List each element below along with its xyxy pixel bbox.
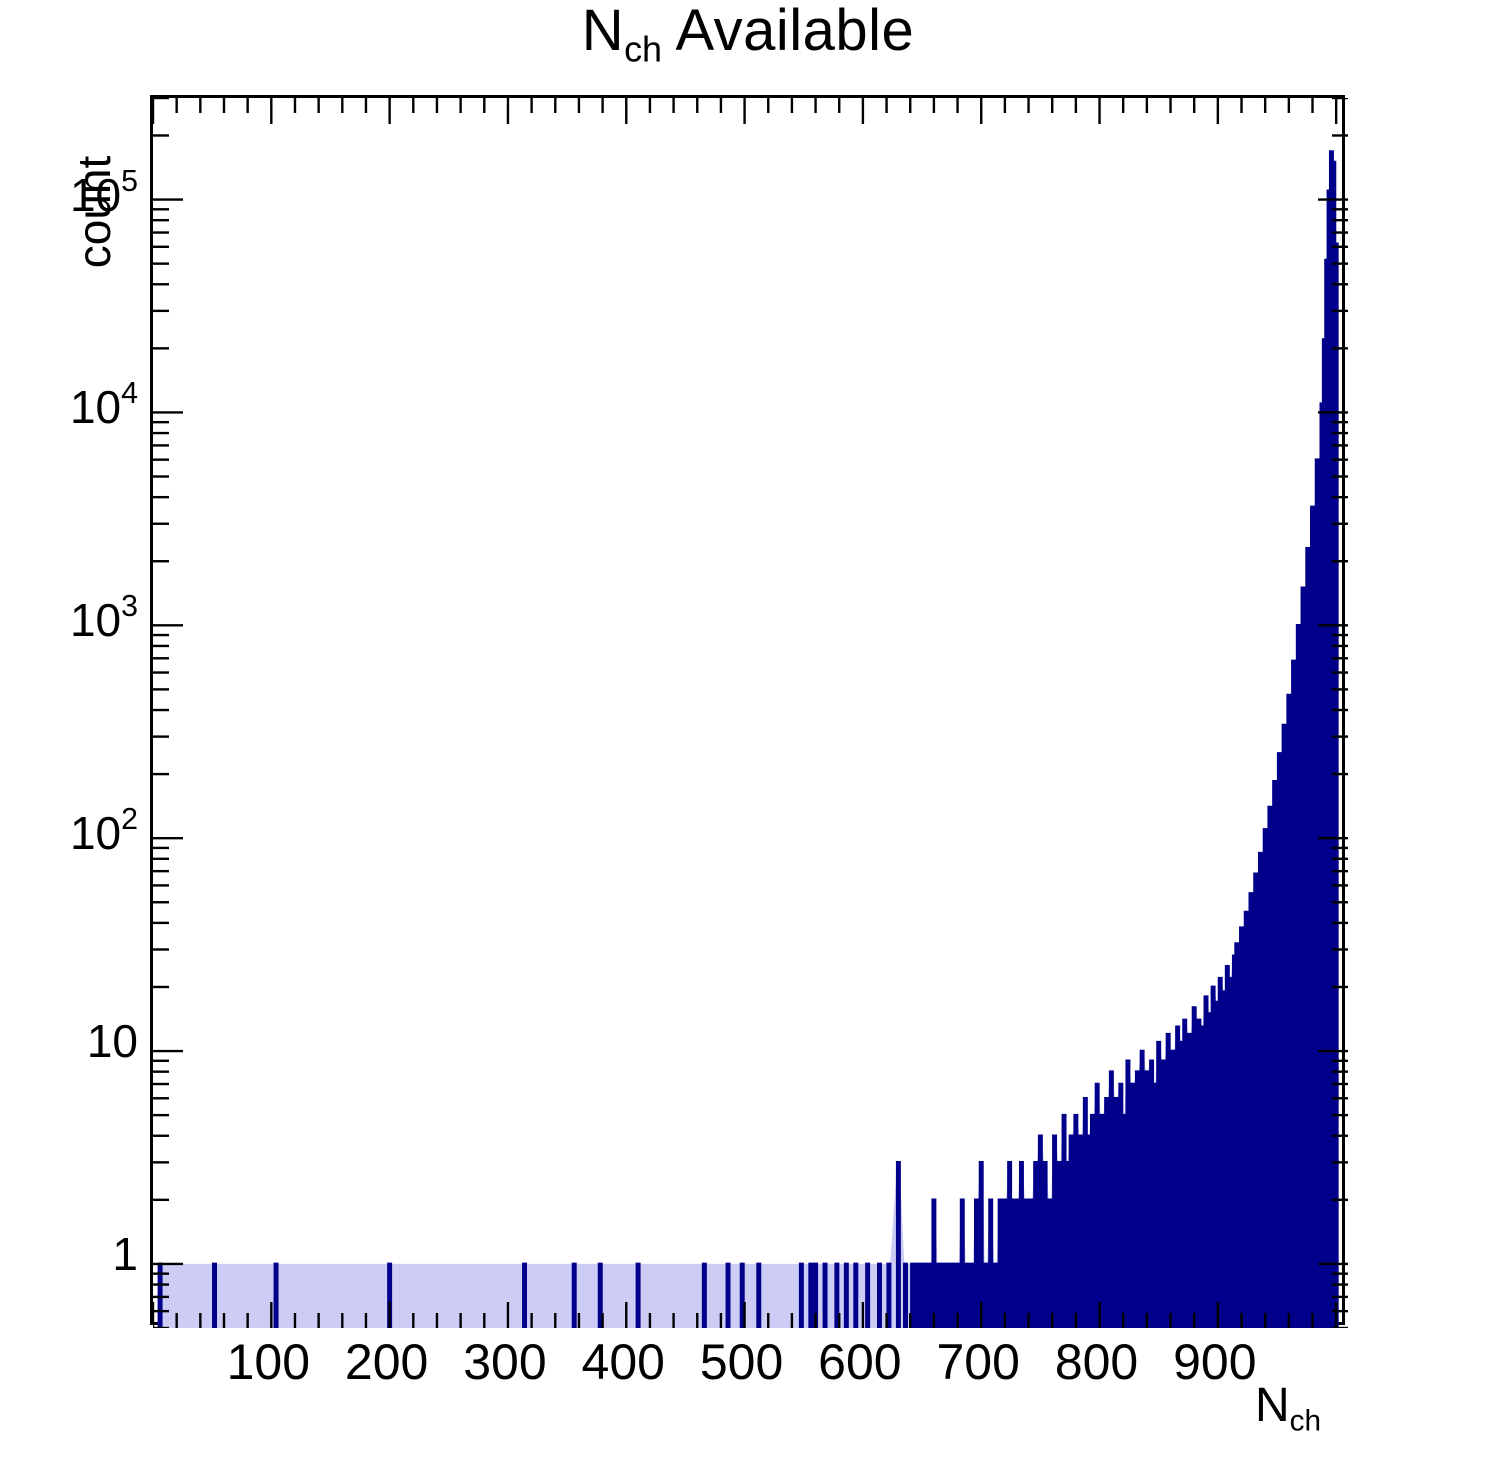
x-axis-ticks bbox=[153, 98, 1338, 1328]
y-axis-ticks bbox=[153, 98, 1348, 1328]
chart-title-subscript: ch bbox=[624, 28, 663, 70]
y-tick-exponent: 3 bbox=[121, 590, 138, 624]
y-tick-label: 105 bbox=[0, 164, 138, 221]
x-axis-title: Nch bbox=[1255, 1378, 1321, 1439]
x-axis-title-subscript: ch bbox=[1289, 1404, 1322, 1438]
plot-frame bbox=[150, 95, 1348, 1328]
chart-title-rest: Available bbox=[662, 0, 915, 63]
x-tick-label: 100 bbox=[226, 1334, 311, 1390]
x-axis-title-main: N bbox=[1255, 1379, 1290, 1432]
x-tick-label: 200 bbox=[344, 1334, 429, 1390]
y-tick-mantissa: 1 bbox=[112, 1227, 138, 1280]
histogram-plot bbox=[153, 98, 1348, 1328]
x-tick-label: 700 bbox=[936, 1334, 1020, 1390]
x-tick-label: 900 bbox=[1173, 1334, 1257, 1390]
chart-title: Nch Available bbox=[0, 2, 1496, 67]
y-tick-mantissa: 10 bbox=[69, 594, 122, 647]
y-tick-label: 1 bbox=[0, 1231, 138, 1277]
x-tick-label: 500 bbox=[699, 1334, 784, 1390]
x-tick-label: 600 bbox=[818, 1334, 902, 1390]
x-tick-label: 300 bbox=[463, 1334, 547, 1390]
y-tick-mantissa: 10 bbox=[69, 168, 122, 221]
y-tick-mantissa: 10 bbox=[86, 1015, 138, 1068]
y-tick-exponent: 5 bbox=[121, 164, 138, 198]
chart-title-main: N bbox=[581, 0, 625, 63]
y-tick-exponent: 4 bbox=[121, 377, 138, 411]
y-tick-label: 104 bbox=[0, 377, 138, 434]
x-tick-label: 400 bbox=[581, 1334, 665, 1390]
histogram-series bbox=[157, 150, 1339, 1328]
y-tick-label: 103 bbox=[0, 590, 138, 647]
y-tick-mantissa: 10 bbox=[69, 381, 122, 434]
histogram-outline bbox=[157, 150, 1339, 1328]
y-tick-label: 102 bbox=[0, 803, 138, 860]
y-tick-mantissa: 10 bbox=[69, 807, 122, 860]
y-tick-label: 10 bbox=[0, 1018, 138, 1064]
y-tick-exponent: 2 bbox=[121, 803, 138, 837]
x-tick-label: 800 bbox=[1054, 1334, 1139, 1390]
